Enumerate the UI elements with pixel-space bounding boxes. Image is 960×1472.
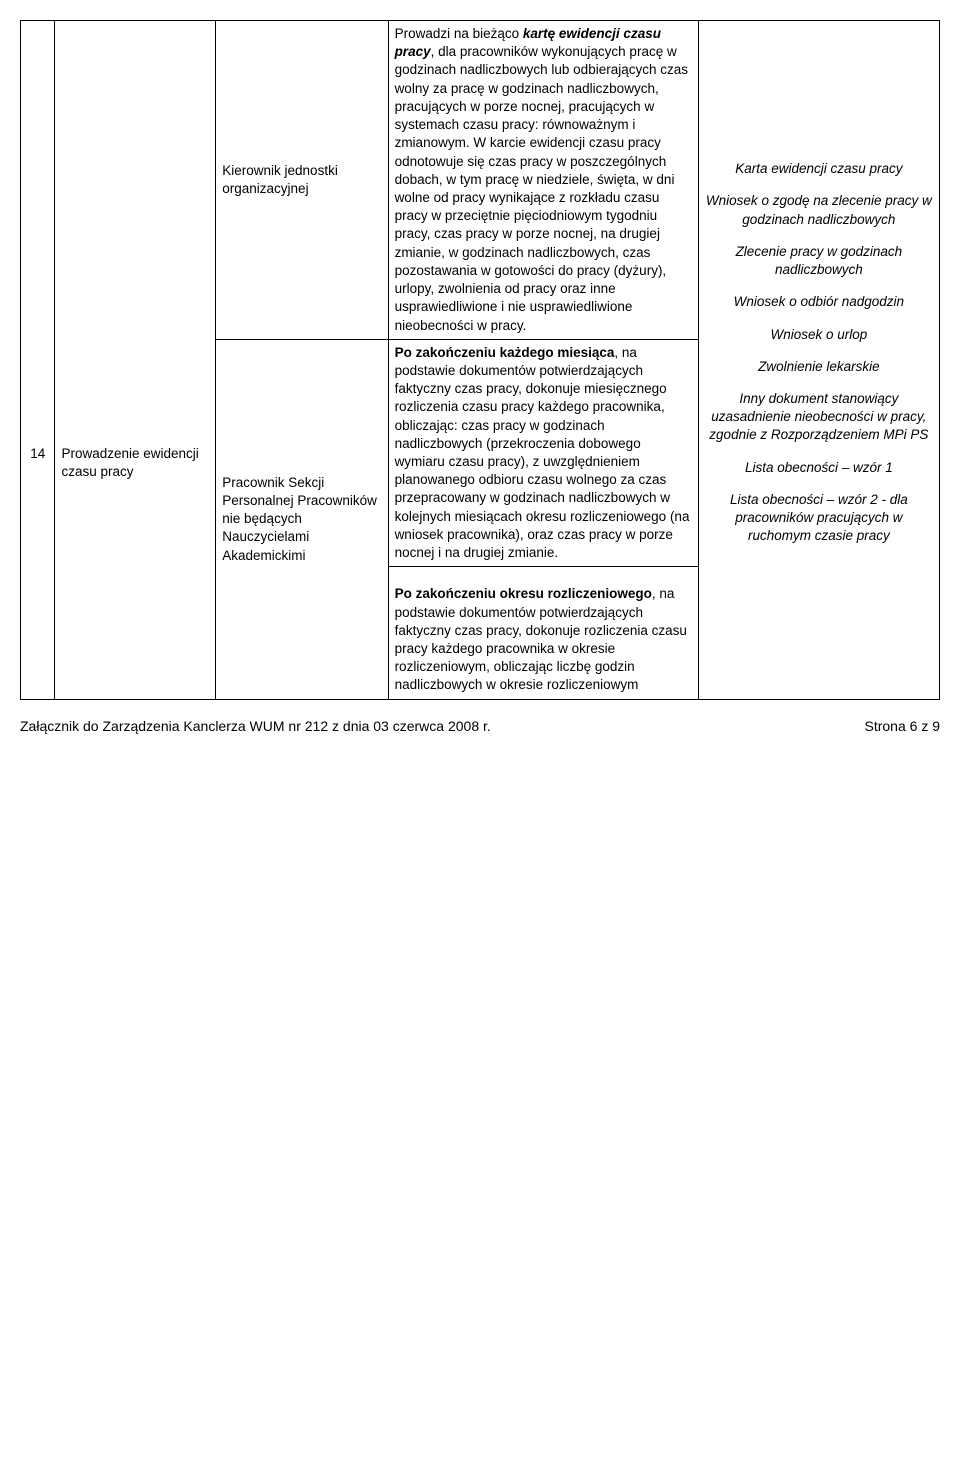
desc1-cont: , dla pracowników wykonujących pracę w g… <box>395 44 688 332</box>
out-2: Wniosek o zgodę na zlecenie pracy w godz… <box>705 192 933 228</box>
page-footer: Załącznik do Zarządzenia Kanclerza WUM n… <box>20 718 940 734</box>
desc-cell-3: Po zakończeniu okresu rozliczeniowego, n… <box>388 567 698 699</box>
topic-text: Prowadzenie ewidencji czasu pracy <box>61 445 209 481</box>
outputs-cell: Karta ewidencji czasu pracy Wniosek o zg… <box>698 21 939 700</box>
out-6: Zwolnienie lekarskie <box>705 358 933 376</box>
role-cell-2: Pracownik Sekcji Personalnej Pracowników… <box>216 339 388 699</box>
desc3-bold: Po zakończeniu okresu rozliczeniowego <box>395 586 652 601</box>
out-5: Wniosek o urlop <box>705 326 933 344</box>
row-number-cell: 14 <box>21 21 55 700</box>
desc2-bold: Po zakończeniu każdego miesiąca <box>395 345 615 360</box>
footer-right: Strona 6 z 9 <box>865 718 941 734</box>
document-table: 14 Prowadzenie ewidencji czasu pracy Kie… <box>20 20 940 700</box>
out-9: Lista obecności – wzór 2 - dla pracownik… <box>705 491 933 546</box>
out-1: Karta ewidencji czasu pracy <box>705 160 933 178</box>
role-1-text: Kierownik jednostki organizacyjnej <box>222 163 338 196</box>
out-4: Wniosek o odbiór nadgodzin <box>705 293 933 311</box>
out-8: Lista obecności – wzór 1 <box>705 459 933 477</box>
role-2-text: Pracownik Sekcji Personalnej Pracowników… <box>222 475 377 563</box>
desc1-lead: Prowadzi na bieżąco <box>395 26 523 41</box>
role-cell-1: Kierownik jednostki organizacyjnej <box>216 21 388 340</box>
desc-cell-1: Prowadzi na bieżąco kartę ewidencji czas… <box>388 21 698 340</box>
footer-left: Załącznik do Zarządzenia Kanclerza WUM n… <box>20 718 491 734</box>
topic-cell: Prowadzenie ewidencji czasu pracy <box>55 21 216 700</box>
desc3-cont: , na podstawie dokumentów potwierdzający… <box>395 586 687 692</box>
desc-cell-2: Po zakończeniu każdego miesiąca, na pods… <box>388 339 698 567</box>
desc2-cont: , na podstawie dokumentów potwierdzający… <box>395 345 690 560</box>
out-7: Inny dokument stanowiący uzasadnienie ni… <box>705 390 933 445</box>
out-3: Zlecenie pracy w godzinach nadliczbowych <box>705 243 933 279</box>
row-number: 14 <box>27 445 48 463</box>
